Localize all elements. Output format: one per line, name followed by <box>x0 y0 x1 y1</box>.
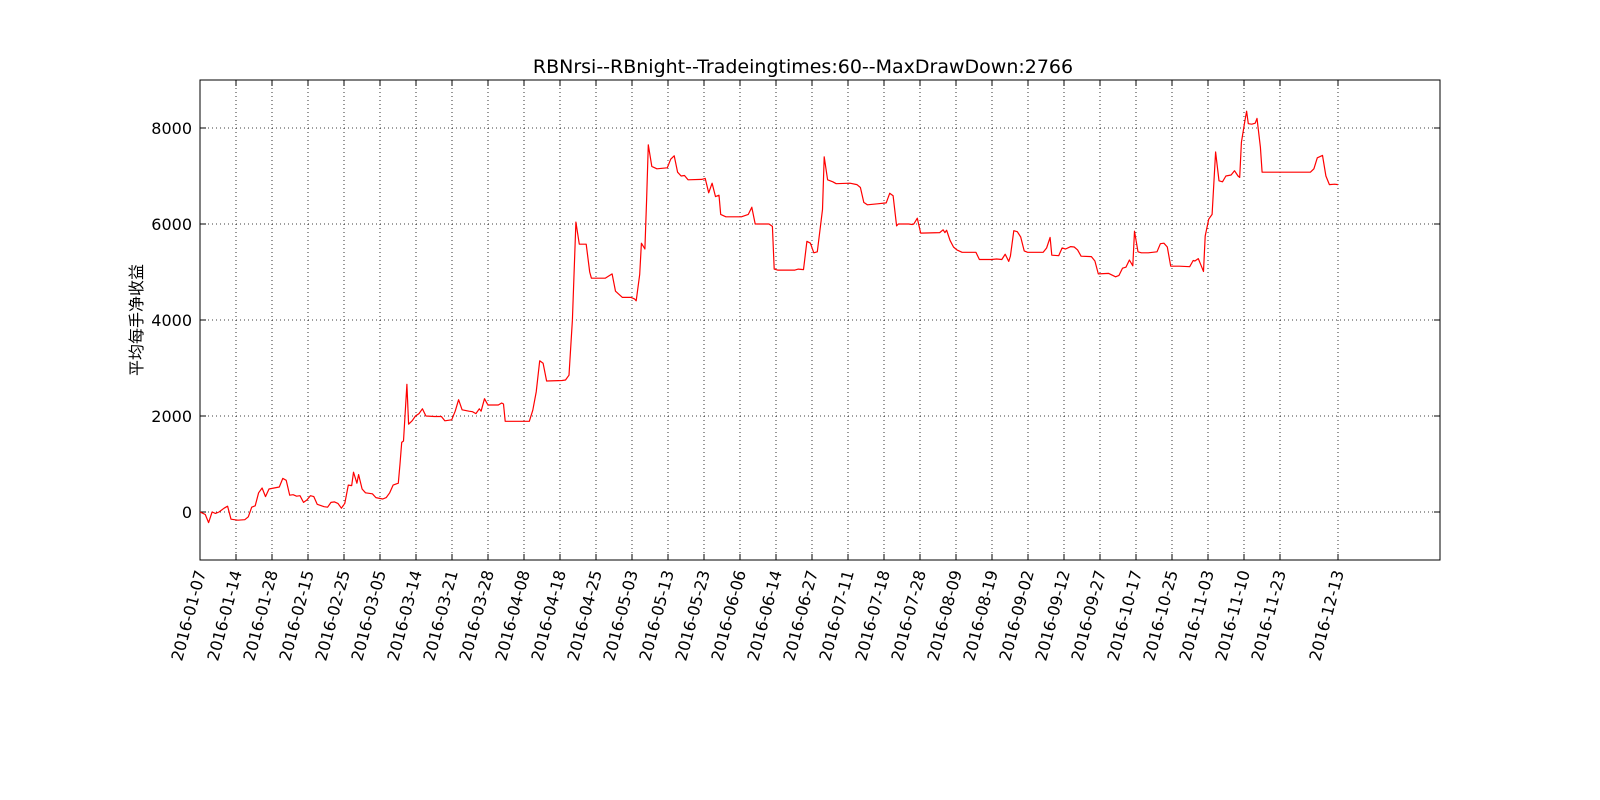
y-tick-label: 0 <box>182 503 192 522</box>
x-tick-label: 2016-04-18 <box>527 568 569 663</box>
y-axis: 0 2000 4000 6000 8000 <box>151 119 1440 522</box>
y-axis-label: 平均每手净收益 <box>127 264 146 376</box>
chart-title: RBNrsi--RBnight--Tradeingtimes:60--MaxDr… <box>533 56 1073 78</box>
x-axis: 2016-01-072016-01-142016-01-282016-02-15… <box>167 80 1348 663</box>
x-tick-label: 2016-09-02 <box>995 568 1037 663</box>
y-tick-label: 6000 <box>151 215 192 234</box>
x-tick-label: 2016-04-25 <box>563 568 605 663</box>
x-tick-label: 2016-07-28 <box>887 568 929 663</box>
x-tick-label: 2016-01-07 <box>167 568 209 663</box>
x-tick-label: 2016-07-11 <box>815 568 857 663</box>
x-tick-label: 2016-06-14 <box>743 568 785 663</box>
x-tick-label: 2016-06-06 <box>707 568 749 663</box>
x-tick-label: 2016-08-19 <box>959 568 1001 663</box>
x-tick-label: 2016-10-17 <box>1103 568 1145 663</box>
x-tick-label: 2016-09-27 <box>1067 568 1109 663</box>
grid-lines <box>199 80 1440 560</box>
x-tick-label: 2016-02-25 <box>311 568 353 663</box>
x-tick-label: 2016-03-21 <box>419 568 461 663</box>
x-tick-label: 2016-06-27 <box>779 568 821 663</box>
x-tick-label: 2016-09-12 <box>1031 568 1073 663</box>
x-tick-label: 2016-05-03 <box>599 568 641 663</box>
x-tick-label: 2016-05-13 <box>635 568 677 663</box>
x-tick-label: 2016-01-14 <box>203 568 245 663</box>
x-tick-label: 2016-07-18 <box>851 568 893 663</box>
x-tick-label: 2016-10-25 <box>1139 568 1181 663</box>
x-tick-label: 2016-11-03 <box>1175 568 1217 663</box>
x-tick-label: 2016-04-08 <box>491 568 533 663</box>
y-tick-label: 4000 <box>151 311 192 330</box>
x-tick-label: 2016-02-15 <box>275 568 317 663</box>
x-tick-label: 2016-08-09 <box>923 568 965 663</box>
y-tick-label: 8000 <box>151 119 192 138</box>
series-line <box>199 110 1339 524</box>
x-tick-label: 2016-03-14 <box>383 568 425 663</box>
x-tick-label: 2016-03-05 <box>347 568 389 663</box>
y-tick-label: 2000 <box>151 407 192 426</box>
x-tick-label: 2016-11-23 <box>1247 568 1289 663</box>
x-tick-label: 2016-03-28 <box>455 568 497 663</box>
x-tick-label: 2016-12-13 <box>1305 568 1347 663</box>
x-tick-label: 2016-11-10 <box>1211 568 1253 663</box>
x-tick-label: 2016-01-28 <box>239 568 281 663</box>
series-layer <box>199 110 1339 524</box>
x-tick-label: 2016-05-23 <box>671 568 713 663</box>
